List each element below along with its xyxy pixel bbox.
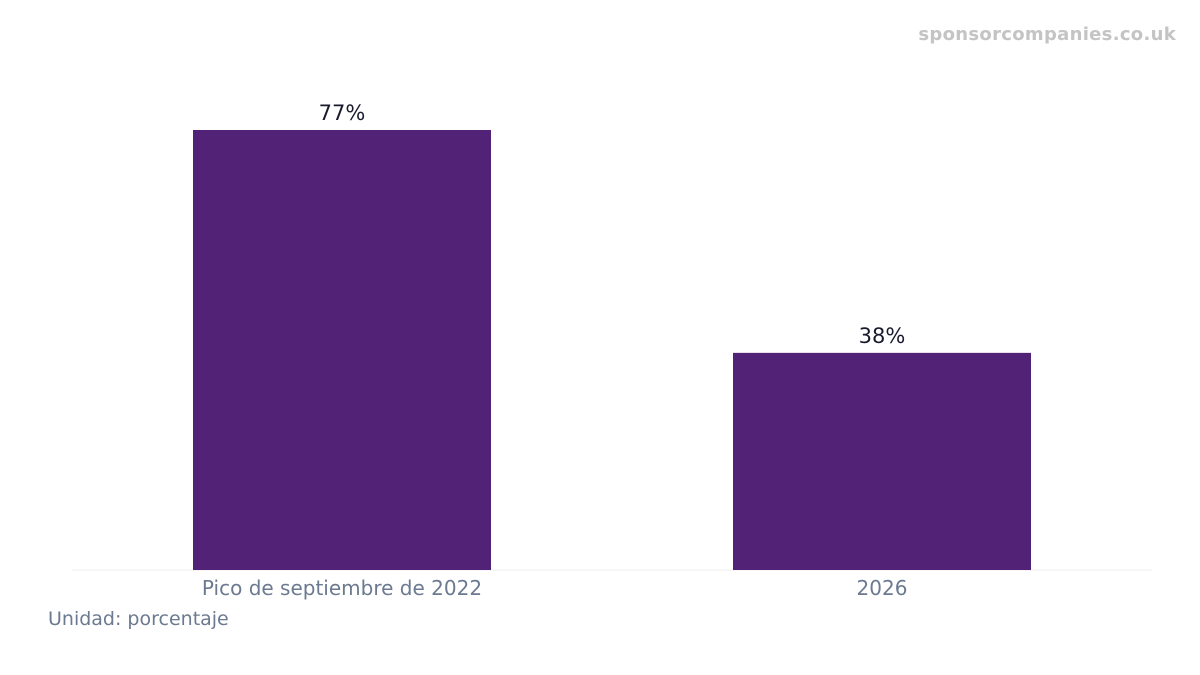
value-label-0: 77% [319, 101, 366, 125]
unit-note: Unidad: porcentaje [48, 608, 229, 630]
bars-group [193, 130, 1031, 570]
bar-0 [193, 130, 491, 570]
category-labels-group: Pico de septiembre de 2022 2026 [202, 576, 908, 600]
bar-1 [733, 352, 1031, 570]
value-label-1: 38% [859, 324, 906, 348]
watermark: sponsorcompanies.co.uk [918, 24, 1176, 45]
value-labels-group: 77% 38% [319, 101, 906, 348]
category-label-0: Pico de septiembre de 2022 [202, 576, 482, 600]
category-label-1: 2026 [857, 576, 908, 600]
